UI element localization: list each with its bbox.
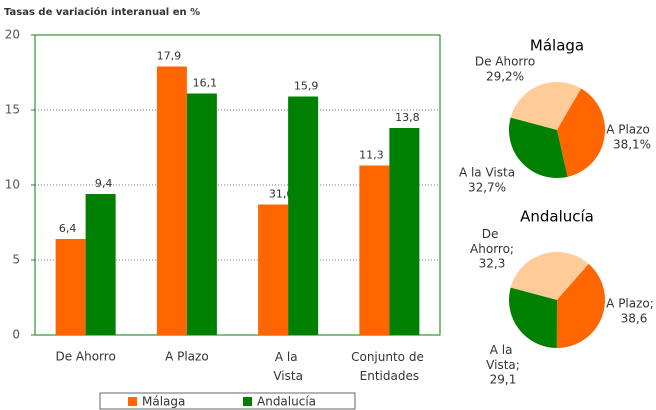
- pie-label: A Plazo: [606, 123, 650, 137]
- pie-value-label: 32,3: [479, 257, 506, 271]
- data-label: 15,9: [294, 80, 319, 93]
- annotation: 31,6: [269, 188, 294, 201]
- pie-title: Málaga: [530, 37, 584, 55]
- pie-label: De Ahorro;: [470, 227, 514, 256]
- legend-swatch: [128, 397, 137, 406]
- x-tick-label: De Ahorro: [55, 350, 115, 364]
- pie-value-label: 29,1: [490, 373, 517, 387]
- bar: [156, 66, 187, 335]
- legend-label: Málaga: [142, 395, 185, 409]
- bar: [389, 128, 420, 335]
- data-label: 16,1: [193, 77, 218, 90]
- y-tick-label: 10: [5, 178, 20, 192]
- data-label: 6,4: [59, 222, 77, 235]
- pie-slice: [510, 81, 582, 130]
- pie-slice: [509, 287, 557, 348]
- data-label: 17,9: [157, 50, 182, 63]
- pie-slice: [509, 117, 568, 178]
- pie-value-label: 32,7%: [468, 181, 506, 195]
- pie-slice: [556, 263, 605, 348]
- pie-value-label: 38,6: [621, 312, 648, 326]
- pie-label: A Plazo;: [606, 297, 654, 311]
- y-tick-label: 20: [5, 28, 20, 42]
- bar: [85, 194, 116, 335]
- pie-slice: [557, 88, 606, 177]
- data-label: 11,3: [359, 149, 384, 162]
- pie-value-label: 29,2%: [486, 70, 524, 84]
- y-tick-label: 15: [5, 103, 20, 117]
- pie-slice: [510, 252, 589, 300]
- bar: [258, 204, 289, 335]
- data-label: 13,8: [395, 111, 420, 124]
- bar: [186, 93, 217, 335]
- pie-label: A la Vista: [459, 166, 515, 180]
- x-tick-label: Conjunto de Entidades: [351, 350, 428, 383]
- plot-border: [34, 34, 441, 336]
- data-label: 9,4: [95, 177, 113, 190]
- bar: [359, 165, 390, 335]
- bar: [288, 96, 319, 335]
- y-tick-label: 0: [12, 328, 20, 342]
- pie-value-label: 38,1%: [613, 138, 651, 152]
- pie-label: De Ahorro: [475, 55, 535, 69]
- chart-title: Tasas de variación interanual en %: [4, 6, 200, 18]
- legend-swatch: [243, 397, 252, 406]
- y-tick-label: 5: [12, 253, 20, 267]
- x-tick-label: A Plazo: [165, 350, 209, 364]
- pie-label: A la Vista;: [486, 343, 520, 372]
- pie-title: Andalucía: [520, 208, 594, 226]
- bar: [55, 239, 86, 335]
- legend-box: [99, 392, 356, 410]
- legend-label: Andalucía: [257, 395, 316, 409]
- x-tick-label: A la Vista: [273, 350, 303, 383]
